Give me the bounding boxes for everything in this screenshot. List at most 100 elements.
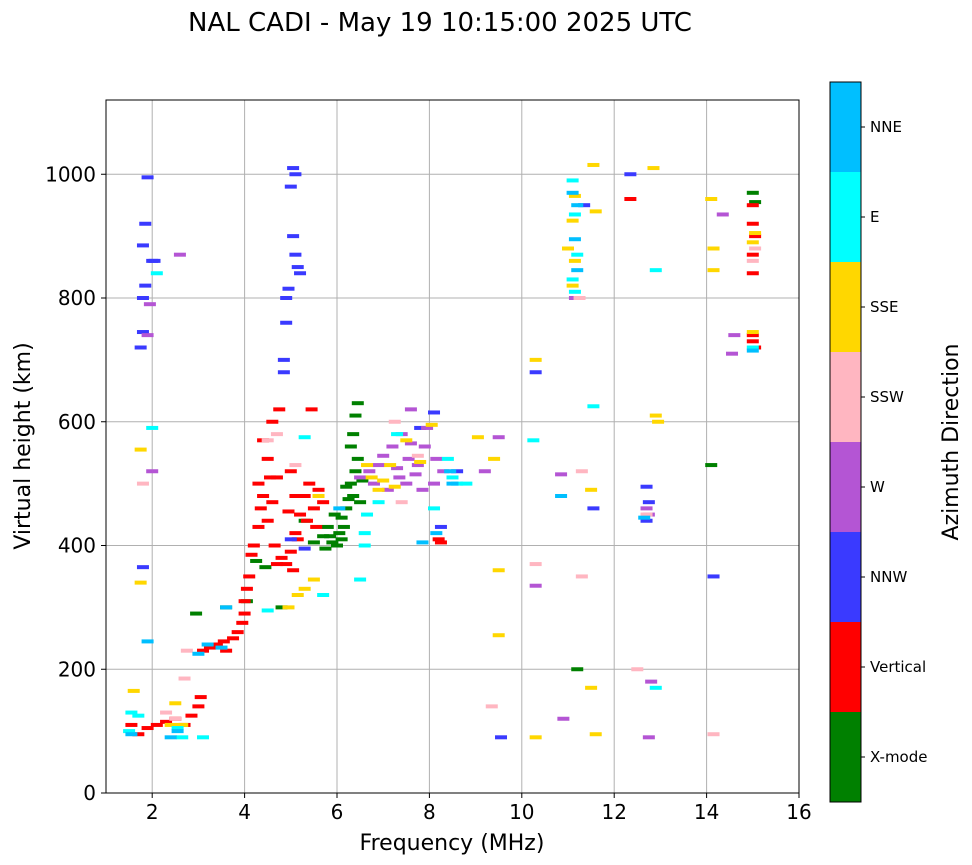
data-point [566, 283, 579, 288]
data-point [347, 432, 360, 437]
data-point [134, 447, 147, 452]
data-point [171, 726, 184, 731]
data-point [444, 469, 457, 474]
data-point [134, 580, 147, 585]
data-point [529, 583, 542, 588]
data-point [275, 555, 288, 560]
chart-title: NAL CADI - May 19 10:15:00 2025 UTC [188, 8, 692, 38]
data-point [125, 722, 138, 727]
data-point [307, 506, 320, 511]
plot-frame [105, 99, 800, 794]
data-point [404, 441, 417, 446]
data-point [319, 546, 332, 551]
data-point [300, 518, 313, 523]
data-point [270, 432, 283, 437]
data-point [488, 456, 501, 461]
y-tick-label: 600 [58, 410, 96, 434]
data-point [529, 370, 542, 375]
data-point [291, 265, 304, 270]
data-point [649, 685, 662, 690]
data-point [746, 333, 759, 338]
data-point [192, 704, 205, 709]
data-point [351, 456, 364, 461]
data-point [749, 246, 762, 251]
data-point [707, 732, 720, 737]
data-point [337, 524, 350, 529]
data-point [365, 475, 378, 480]
data-point [261, 456, 274, 461]
colorbar-tick-label: X-mode [870, 748, 927, 766]
data-point [568, 289, 581, 294]
data-point [377, 453, 390, 458]
data-point [192, 651, 205, 656]
data-point [349, 469, 362, 474]
data-point [585, 685, 598, 690]
colorbar-frame [829, 81, 862, 803]
data-point [344, 481, 357, 486]
data-point [571, 667, 584, 672]
data-point [176, 722, 189, 727]
data-point [529, 562, 542, 567]
data-point [402, 456, 415, 461]
x-tick-label: 12 [601, 800, 626, 824]
data-point [527, 438, 540, 443]
data-point [328, 512, 341, 517]
data-point [139, 283, 152, 288]
data-point [640, 518, 653, 523]
data-point [284, 184, 297, 189]
data-point [404, 407, 417, 412]
data-point [344, 444, 357, 449]
data-point [354, 577, 367, 582]
data-point [638, 515, 651, 520]
data-point [291, 593, 304, 597]
data-point [282, 509, 295, 514]
data-point [136, 330, 149, 335]
data-point [284, 469, 297, 474]
colorbar-tick-label: SSW [870, 388, 904, 406]
data-point [746, 348, 759, 353]
data-point [377, 478, 390, 483]
data-point [358, 543, 371, 548]
data-point [220, 605, 233, 610]
data-point [391, 432, 404, 437]
data-point [289, 463, 302, 468]
data-point [280, 320, 293, 325]
data-point [340, 506, 353, 511]
data-point [220, 648, 233, 653]
data-point [451, 469, 464, 474]
data-point [746, 271, 759, 276]
data-point [277, 357, 290, 362]
data-point [160, 719, 173, 724]
data-point [409, 472, 422, 477]
data-point [141, 333, 154, 338]
data-point [245, 552, 258, 557]
data-point [529, 357, 542, 362]
data-point [640, 484, 653, 489]
data-point [321, 524, 334, 529]
data-point [136, 296, 149, 300]
data-point [190, 611, 203, 616]
series-sse [127, 162, 762, 740]
data-point [331, 543, 343, 548]
data-point [294, 271, 307, 276]
data-point [141, 639, 154, 644]
series-ssw [136, 246, 762, 737]
data-point [416, 540, 429, 545]
x-tick-label: 14 [694, 800, 719, 824]
data-point [307, 577, 320, 582]
data-point [243, 574, 256, 579]
y-tick-label: 0 [83, 781, 96, 805]
colorbar-segment [830, 532, 861, 622]
data-point [247, 543, 260, 548]
data-point [645, 679, 658, 684]
data-point [746, 252, 759, 257]
data-point [317, 593, 330, 597]
data-point [240, 586, 253, 591]
data-point [495, 735, 508, 740]
data-point [647, 166, 660, 171]
data-point [215, 645, 228, 650]
data-point [148, 258, 161, 263]
data-point [485, 704, 498, 709]
data-point [728, 333, 741, 338]
data-point [381, 487, 394, 492]
